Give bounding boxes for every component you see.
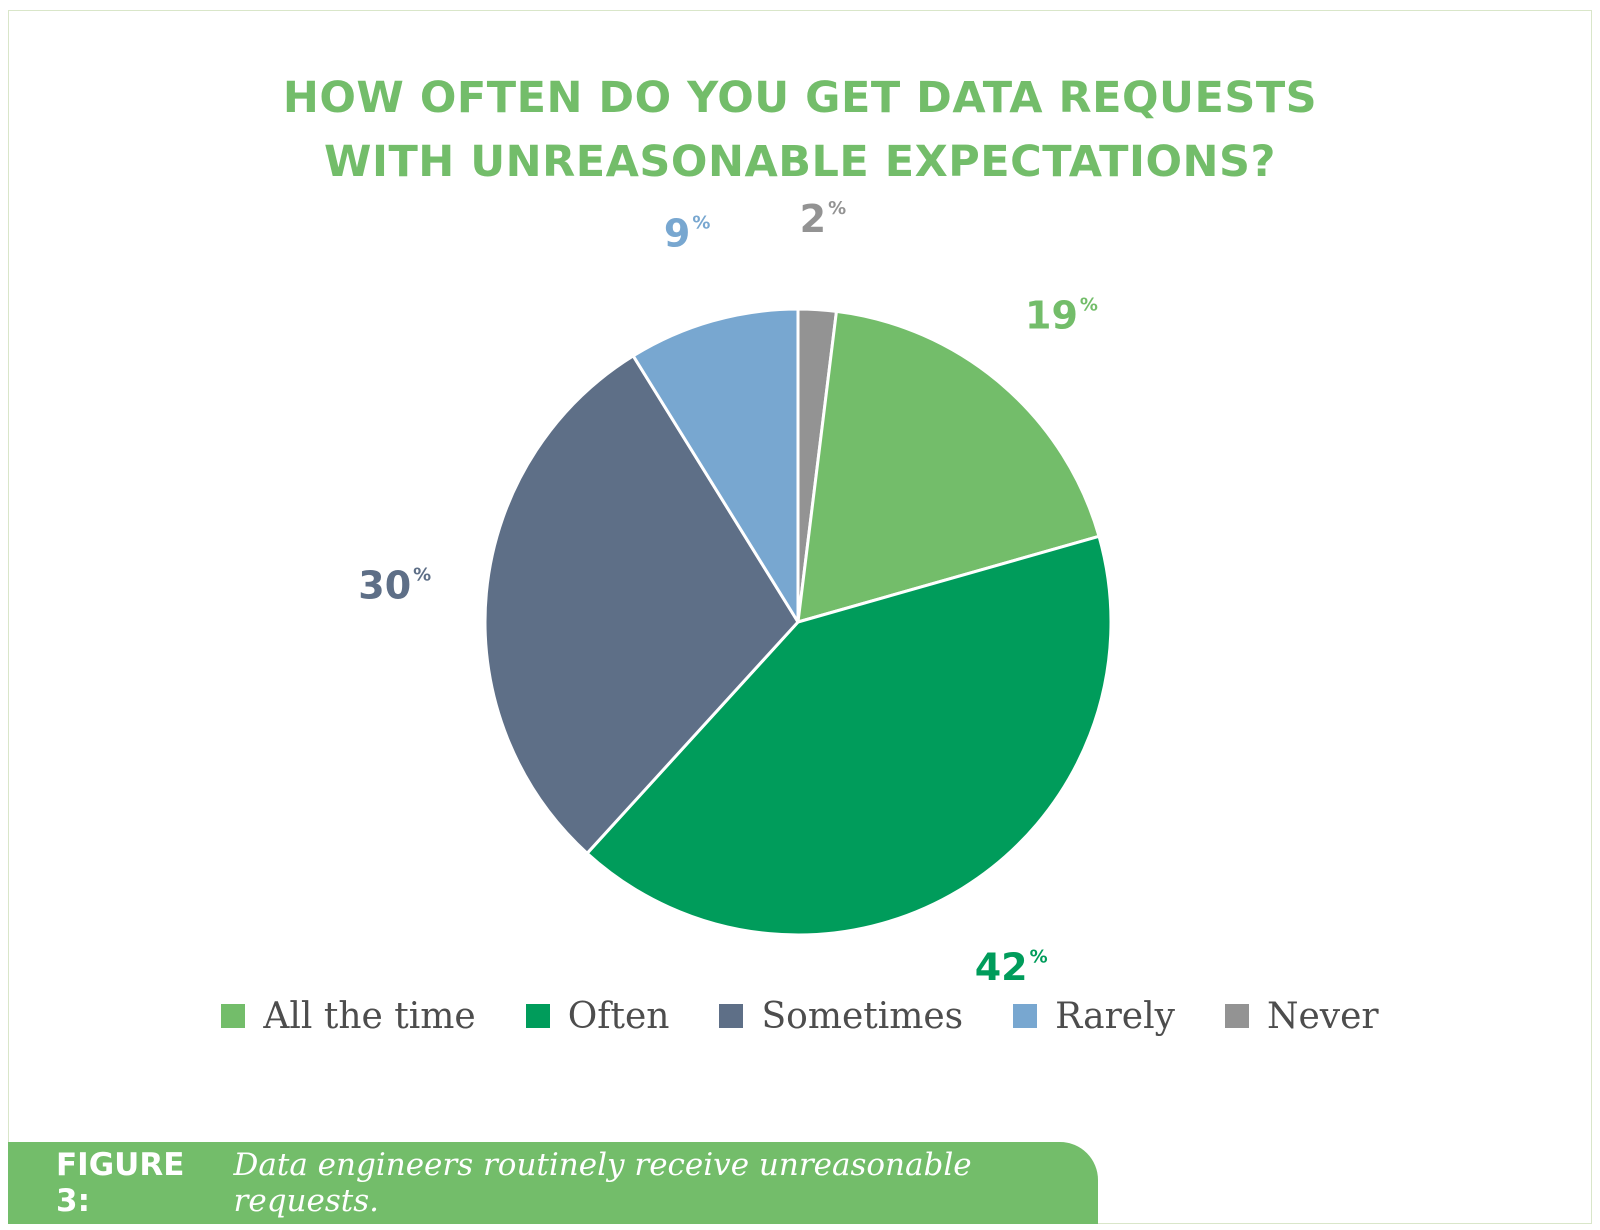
chart-title-line-2: WITH UNREASONABLE EXPECTATIONS? <box>324 137 1276 187</box>
chart-title-line-1: HOW OFTEN DO YOU GET DATA REQUESTS <box>282 73 1318 123</box>
pie-slice-rarely <box>631 307 800 624</box>
pie-label-sometimes: 30% <box>358 564 431 608</box>
legend-item-never: Never <box>1224 995 1379 1037</box>
legend-label: Never <box>1266 995 1379 1037</box>
chart-legend: All the time Often Sometimes Rarely Never <box>0 990 1600 1042</box>
legend-item-rarely: Rarely <box>1013 996 1175 1037</box>
legend-swatch <box>221 1004 246 1028</box>
legend-item-often: Often <box>525 995 670 1037</box>
legend-swatch <box>525 1004 550 1028</box>
legend-item-all-the-time: All the time <box>221 995 476 1037</box>
chart-title: HOW OFTEN DO YOU GET DATA REQUESTS WITH … <box>0 66 1600 194</box>
pie-label-never: 2% <box>800 197 847 241</box>
legend-swatch <box>1224 1004 1249 1028</box>
caption-label: FIGURE 3: <box>56 1147 185 1219</box>
pie-slice-often <box>585 534 1113 937</box>
legend-item-sometimes: Sometimes <box>719 996 963 1037</box>
pie-slice-sometimes <box>483 354 800 855</box>
pie-slice-all-the-time <box>796 309 1101 624</box>
pie-label-rarely: 9% <box>664 211 711 255</box>
pie-chart: 2 % 19 % 42 % 30 % 9% <box>358 197 1113 980</box>
legend-label: Often <box>567 995 670 1037</box>
caption-text: Data engineers routinely receive unreaso… <box>233 1147 972 1219</box>
legend-label: Rarely <box>1055 995 1175 1037</box>
legend-swatch <box>719 1004 744 1028</box>
legend-label: All the time <box>263 995 476 1037</box>
figure-caption: FIGURE 3: Data engineers routinely recei… <box>8 1142 1098 1224</box>
legend-swatch <box>1013 1004 1038 1028</box>
pie-label-often: 42% <box>975 945 1048 980</box>
pie-label-all-the-time: 19% <box>1025 293 1098 337</box>
legend-label: Sometimes <box>761 995 964 1037</box>
